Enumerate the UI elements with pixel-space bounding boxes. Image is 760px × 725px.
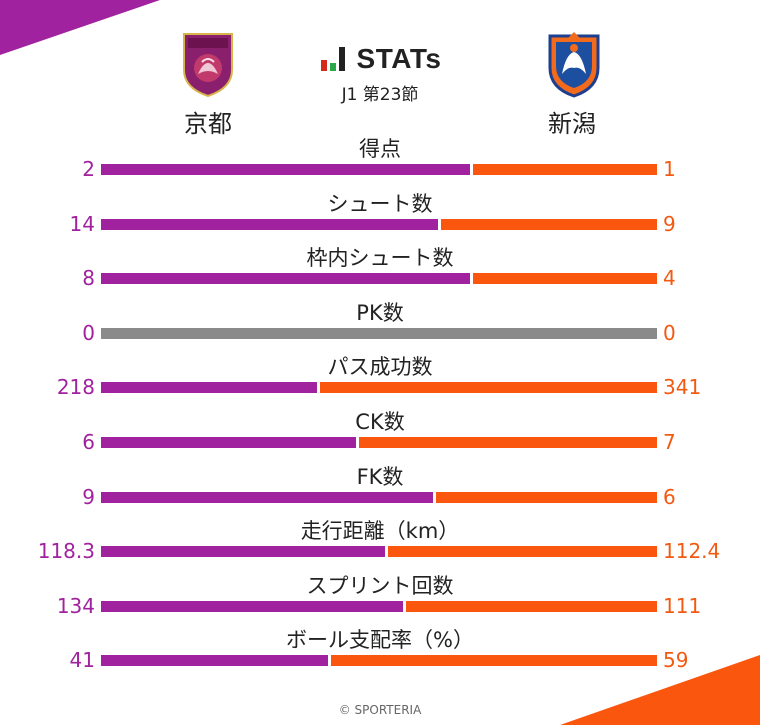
stat-label: ボール支配率（%）: [286, 628, 474, 653]
bottom-right-corner-decoration: [560, 655, 760, 725]
home-value: 8: [82, 266, 95, 291]
bar-divider: [433, 491, 436, 503]
away-bar-segment: [473, 273, 657, 285]
away-bar-segment: [331, 655, 657, 667]
stat-label: スプリント回数: [306, 573, 454, 598]
top-left-corner-decoration: [0, 0, 160, 55]
comparison-bar: [101, 218, 657, 230]
home-value: 9: [82, 484, 95, 509]
home-value: 134: [56, 593, 95, 618]
home-value: 6: [82, 430, 95, 454]
comparison-bar: [101, 546, 657, 558]
home-bar-segment: [101, 164, 470, 175]
stat-row: スプリント回数 134 111: [0, 574, 760, 637]
away-value: 9: [663, 211, 676, 236]
comparison-bar: [101, 491, 657, 503]
comparison-bar: [101, 655, 657, 667]
comparison-bar: [101, 600, 657, 612]
home-value: 218: [56, 375, 95, 400]
away-value: 4: [663, 266, 676, 291]
stat-label: FK数: [356, 464, 404, 489]
away-bar-segment: [436, 491, 657, 503]
away-value: 59: [663, 648, 689, 673]
stat-row: シュート数 14 9: [0, 192, 760, 255]
away-value: 0: [663, 320, 676, 345]
home-bar-segment: [101, 218, 438, 230]
away-value: 112.4: [663, 539, 721, 564]
stat-label: PK数: [356, 300, 404, 325]
stat-row: FK数 9 6: [0, 465, 760, 528]
home-value: 118.3: [37, 539, 95, 564]
stat-label: 枠内シュート数: [306, 246, 454, 271]
comparison-bar: [101, 164, 657, 175]
away-value: 341: [663, 375, 702, 400]
away-bar-segment: [388, 546, 657, 558]
copyright-credit: © SPORTERIA: [338, 703, 422, 717]
home-bar-segment: [101, 437, 356, 448]
bar-divider: [328, 655, 331, 667]
home-team-crest-icon: [183, 33, 233, 98]
stat-row: 枠内シュート数 8 4: [0, 246, 760, 309]
stat-row: ボール支配率（%） 41 59: [0, 628, 760, 691]
away-value: 7: [663, 430, 676, 454]
away-team-crest-icon: [548, 32, 600, 98]
bar-divider: [438, 218, 441, 230]
home-bar-segment: [101, 491, 433, 503]
bar-divider: [378, 327, 381, 339]
comparison-bar: [101, 273, 657, 285]
bar-divider: [317, 382, 320, 394]
stats-logo-icon: [320, 47, 345, 71]
stat-label: CK数: [355, 410, 405, 434]
away-value: 1: [663, 157, 676, 181]
stat-label: 走行距離（km）: [300, 519, 460, 544]
comparison-bar: [101, 437, 657, 448]
home-bar-segment: [101, 273, 470, 285]
bar-divider: [385, 546, 388, 558]
away-team-name: 新潟: [548, 110, 596, 138]
home-bar-segment: [101, 600, 403, 612]
comparison-bar: [101, 382, 657, 394]
away-value: 111: [663, 593, 702, 618]
away-bar-segment: [320, 382, 657, 394]
home-value: 0: [82, 320, 95, 345]
stat-row: 走行距離（km） 118.3 112.4: [0, 519, 760, 582]
away-value: 6: [663, 484, 676, 509]
bar-divider: [403, 600, 406, 612]
home-team-name: 京都: [184, 110, 232, 138]
bar-divider: [470, 164, 473, 175]
bar-divider: [470, 273, 473, 285]
stat-label: シュート数: [327, 191, 433, 216]
match-header: STATs J1 第23節 京都 新潟: [0, 0, 760, 140]
stat-row: CK数 6 7: [0, 410, 760, 473]
home-value: 14: [69, 211, 95, 236]
round-label: J1 第23節: [341, 85, 419, 105]
home-value: 41: [69, 648, 95, 673]
stats-brand-text: STATs: [356, 43, 442, 74]
stat-row: 得点 2 1: [0, 137, 760, 200]
away-bar-segment: [406, 600, 657, 612]
stat-label: 得点: [359, 137, 401, 161]
bar-divider: [356, 437, 359, 448]
away-bar-segment: [359, 437, 657, 448]
home-value: 2: [82, 157, 95, 181]
home-bar-segment: [101, 546, 385, 558]
comparison-bar: [101, 327, 657, 339]
stat-row: パス成功数 218 341: [0, 355, 760, 418]
away-bar-segment: [441, 218, 657, 230]
stat-row: PK数 0 0: [0, 301, 760, 364]
stat-label: パス成功数: [327, 355, 433, 380]
away-bar-segment: [381, 327, 657, 339]
away-bar-segment: [473, 164, 657, 175]
home-bar-segment: [101, 382, 317, 394]
home-bar-segment: [101, 655, 328, 667]
stats-brand: STATs: [300, 42, 460, 76]
home-bar-segment: [101, 327, 378, 339]
